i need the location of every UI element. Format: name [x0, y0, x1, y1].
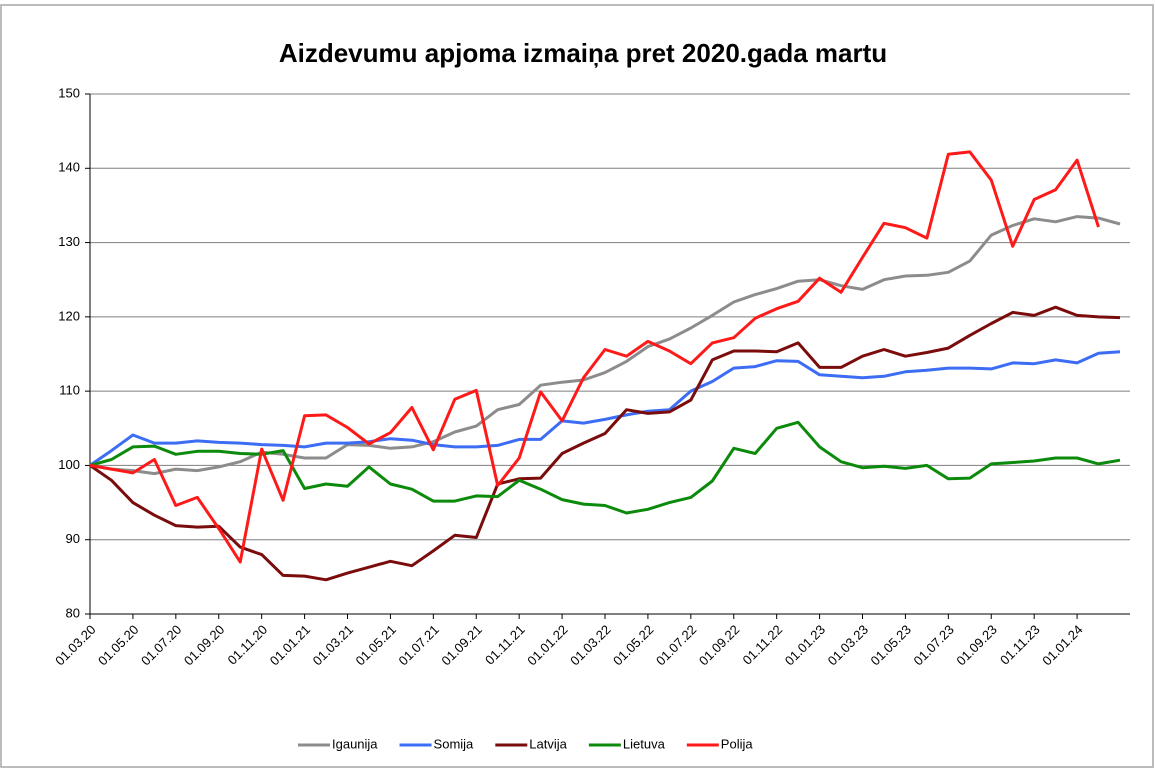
y-tick-label: 110: [59, 383, 80, 398]
series-line: [89, 350, 1121, 467]
y-tick-label: 150: [58, 85, 80, 100]
legend-label: Lietuva: [623, 736, 666, 751]
legend-label: Igaunija: [332, 736, 378, 751]
y-tick-label: 90: [66, 531, 80, 546]
chart-title: Aizdevumu apjoma izmaiņa pret 2020.gada …: [279, 38, 887, 68]
y-tick-label: 120: [58, 308, 80, 323]
legend-label: Latvija: [529, 736, 567, 751]
legend-label: Polija: [721, 736, 754, 751]
y-tick-label: 140: [58, 160, 80, 175]
chart-frame: [0, 4, 1154, 768]
series-line: [89, 150, 1100, 564]
y-tick-label: 130: [58, 234, 80, 249]
y-tick-label: 100: [58, 457, 80, 472]
legend-label: Somija: [434, 736, 475, 751]
series-line: [89, 305, 1121, 582]
y-tick-label: 80: [66, 605, 80, 620]
